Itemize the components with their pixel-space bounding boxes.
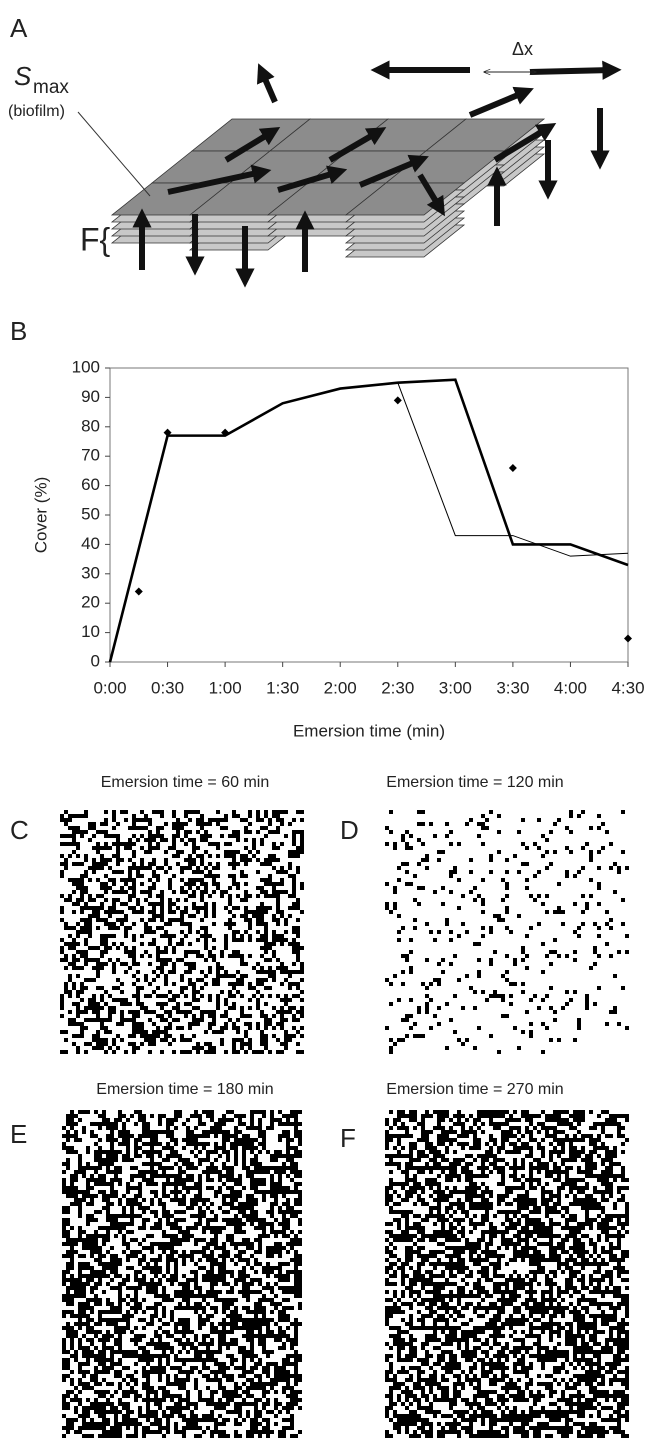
y-tick-label: 80: [81, 416, 100, 435]
flow-arrow: [257, 63, 278, 104]
y-tick-label: 100: [72, 357, 100, 376]
s-note: (biofilm): [8, 103, 65, 120]
x-axis-title: Emersion time (min): [293, 721, 445, 740]
panel-label: A: [10, 13, 28, 43]
x-tick-label: 0:00: [93, 678, 126, 697]
x-tick-label: 2:00: [324, 678, 357, 697]
flow-arrow: [224, 127, 281, 163]
y-tick-label: 90: [81, 387, 100, 406]
noise-image: [60, 810, 304, 1054]
image-title: Emersion time = 180 min: [96, 1081, 273, 1098]
image-title: Emersion time = 270 min: [386, 1081, 563, 1098]
x-tick-label: 0:30: [151, 678, 184, 697]
pointer-line: [77, 111, 151, 197]
data-point: [624, 634, 632, 643]
data-line: [108, 378, 629, 663]
x-tick-label: 1:30: [266, 678, 299, 697]
noise-image: [385, 1110, 629, 1438]
chart: 0 10 20 30 40 50 60 70 80 90 100 0:00 0:30 1:00 1:30 2:…: [31, 357, 644, 740]
s-label: S: [14, 61, 32, 91]
flow-arrow: [417, 173, 445, 217]
data-point: [393, 396, 402, 405]
data-point: [221, 428, 230, 437]
x-tick-label: 4:00: [554, 678, 587, 697]
flow-arrow: [493, 123, 557, 163]
s-subscript: max: [33, 77, 69, 98]
plot-frame: [109, 367, 629, 663]
y-tick-label: 20: [81, 593, 100, 612]
dx-label: Δx: [512, 39, 533, 59]
y-tick-label: 40: [81, 534, 100, 553]
flow-arrow: [358, 154, 429, 188]
y-tick-label: 60: [81, 475, 100, 494]
panel-label: D: [340, 815, 359, 845]
noise-image: [62, 1110, 302, 1438]
f-label: F{: [80, 221, 111, 257]
y-tick-label: 30: [81, 563, 100, 582]
x-tick-label: 1:00: [209, 678, 242, 697]
panel-label: C: [10, 815, 29, 845]
noise-image: [385, 810, 629, 1054]
y-tick-label: 50: [81, 504, 100, 523]
data-point: [508, 463, 517, 472]
y-axis-title: Cover (%): [31, 477, 50, 554]
flow-arrow: [167, 164, 272, 195]
flow-arrow: [277, 165, 348, 193]
image-title: Emersion time = 120 min: [386, 774, 563, 791]
diagram: [110, 60, 622, 288]
image-title: Emersion time = 60 min: [101, 774, 270, 791]
x-tick-label: 3:00: [439, 678, 472, 697]
data-point: [134, 587, 143, 596]
data-point: [163, 428, 172, 437]
x-tick-label: 3:30: [496, 678, 529, 697]
panel-label: B: [10, 316, 27, 346]
data-line: [109, 382, 629, 663]
x-tick-label: 4:30: [611, 678, 644, 697]
panel-label: E: [10, 1119, 27, 1149]
top-tile: [344, 182, 466, 216]
images: Emersion time = 60 min Emersion time = 12…: [60, 774, 629, 1438]
panel-label: F: [340, 1123, 356, 1153]
y-tick-label: 70: [81, 446, 100, 465]
flow-arrow: [328, 127, 387, 163]
flow-arrow: [468, 86, 534, 118]
flow-arrow: [529, 60, 622, 80]
x-tick-label: 2:30: [381, 678, 414, 697]
y-tick-label: 10: [81, 622, 100, 641]
y-tick-label: 0: [91, 651, 100, 670]
